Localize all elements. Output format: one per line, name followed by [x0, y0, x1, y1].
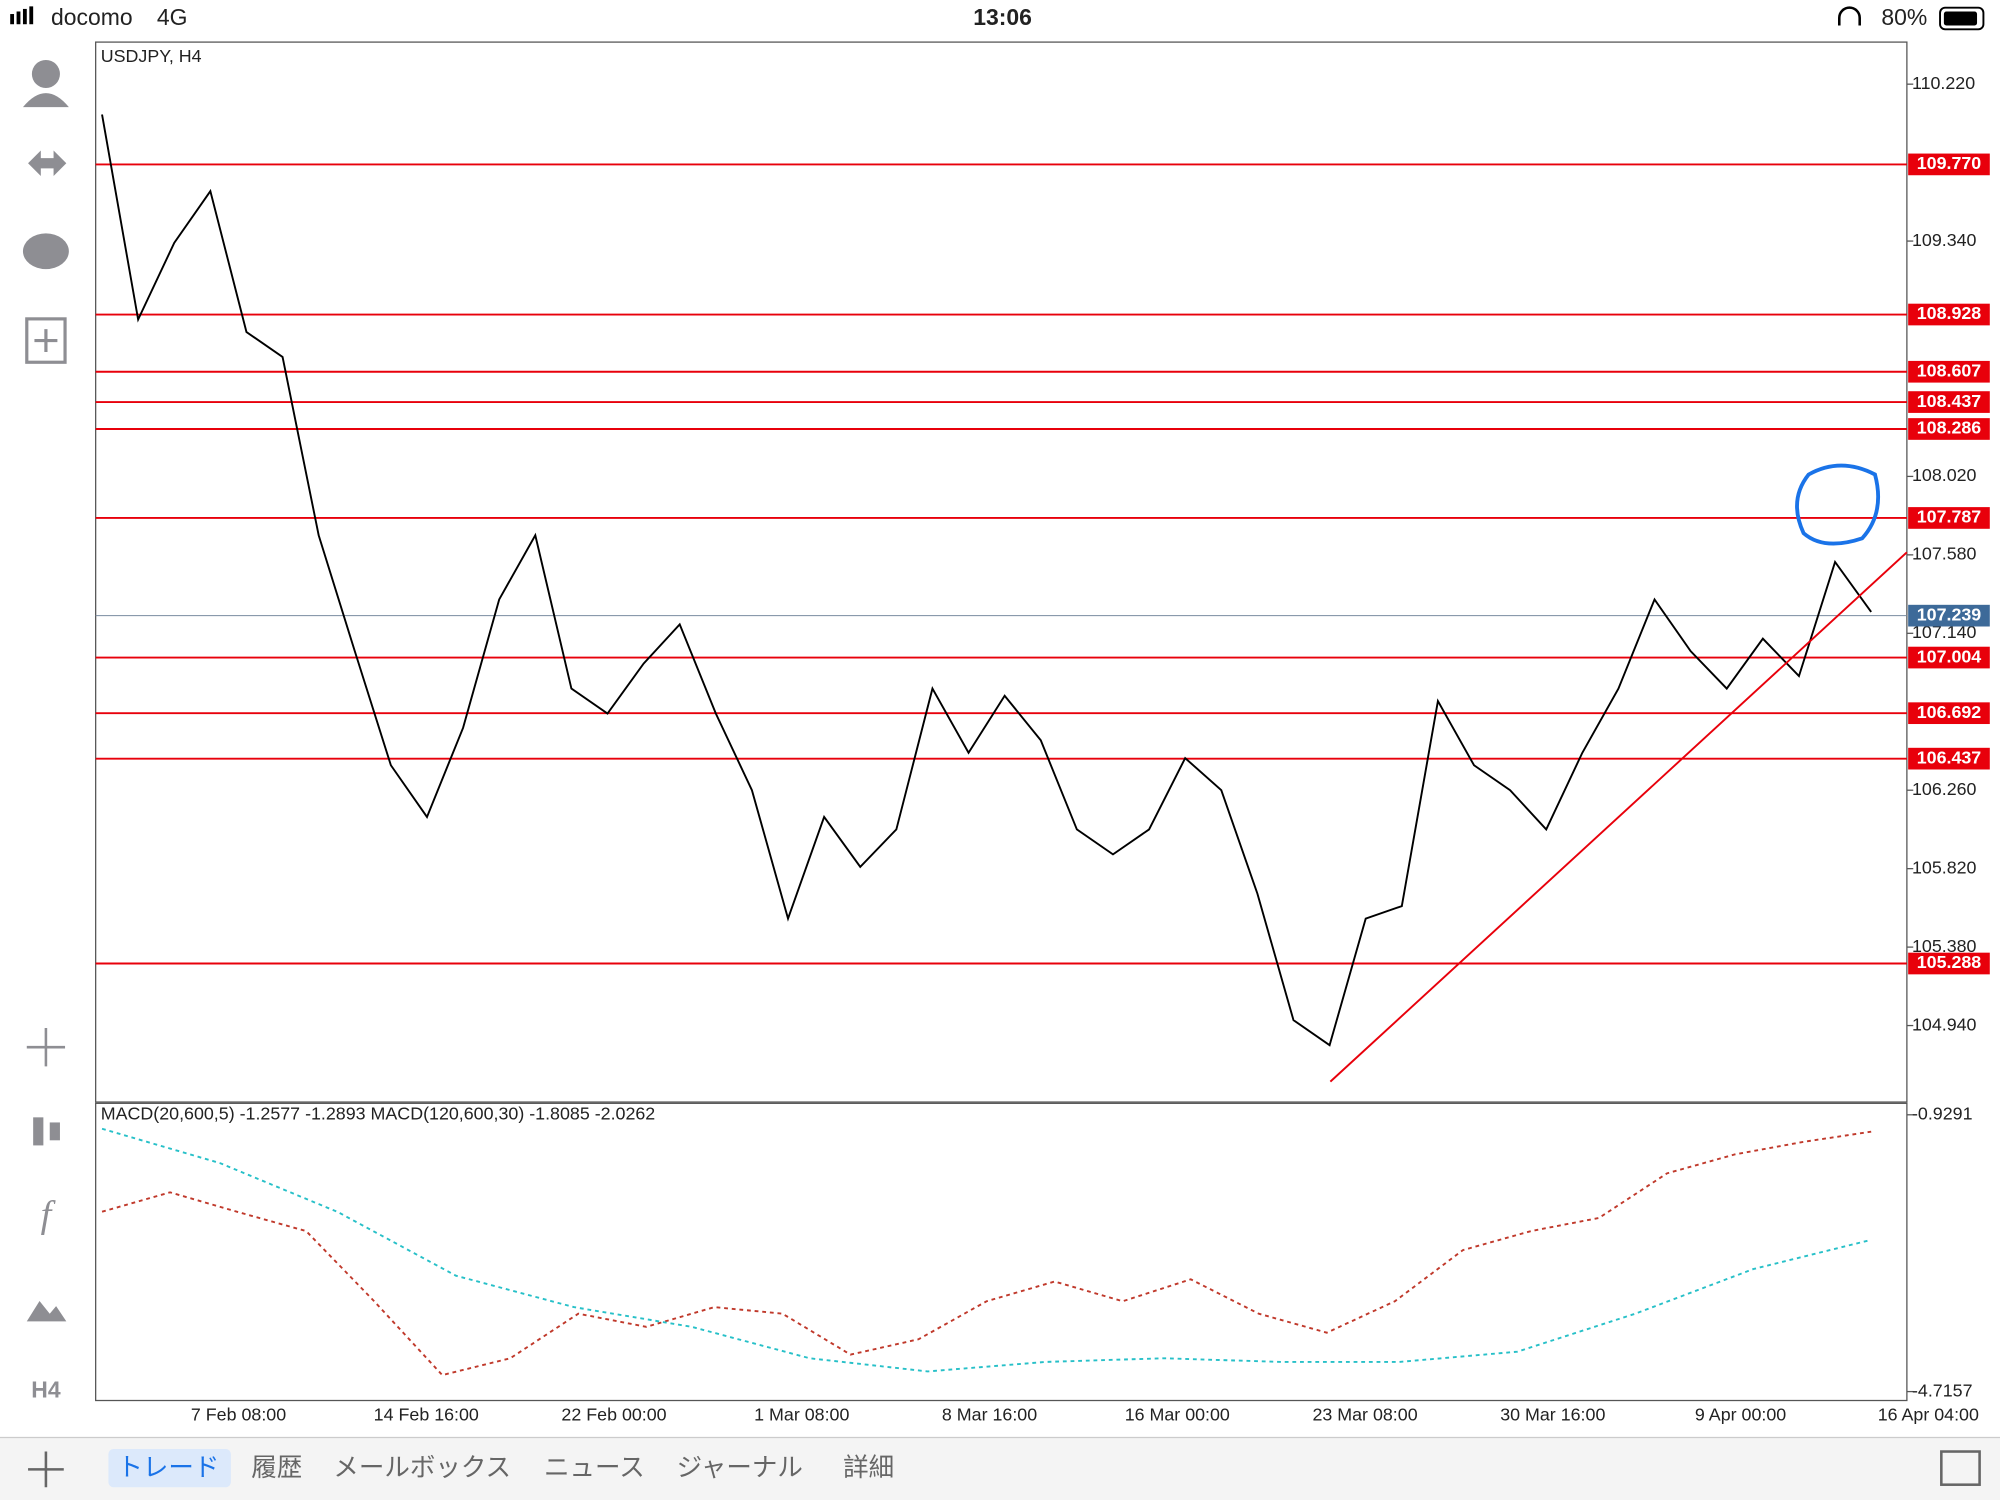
- price-level-box: [1908, 360, 1990, 383]
- battery-level: 80%: [1881, 4, 1927, 30]
- price-level-label: 107.787: [1917, 507, 1982, 527]
- account-icon[interactable]: [31, 59, 60, 89]
- x-tick-label: 14 Feb 16:00: [374, 1405, 479, 1425]
- network: 4G: [157, 4, 188, 30]
- price-level-box: [1908, 303, 1990, 326]
- chart-title: USDJPY, H4: [101, 46, 202, 66]
- y-tick-label: 107.580: [1912, 544, 1977, 564]
- price-level-label: 106.437: [1917, 747, 1982, 767]
- x-tick-label: 7 Feb 08:00: [191, 1405, 286, 1425]
- battery-icon: [1939, 6, 1985, 31]
- price-level-label: 108.607: [1917, 360, 1982, 380]
- price-level-box: [1908, 391, 1990, 413]
- signal-bar: [29, 6, 34, 25]
- x-tick-label: 8 Mar 16:00: [942, 1405, 1037, 1425]
- x-tick-label: 16 Mar 00:00: [1125, 1405, 1230, 1425]
- plot-layer: 110.220 109.340 108.020 107.580 107.140 106.2…: [95, 73, 1990, 1425]
- clock: 13:06: [973, 4, 1032, 30]
- price-level-box: [1908, 952, 1990, 975]
- new-order-icon[interactable]: [25, 317, 67, 364]
- trade-icon[interactable]: [28, 150, 67, 177]
- y-tick-label: 110.220: [1912, 73, 1975, 93]
- price-level-box: [1908, 507, 1990, 529]
- chat-icon[interactable]: [22, 233, 69, 270]
- macd-line: [101, 1127, 1872, 1373]
- tab[interactable]: 履歴: [251, 1454, 302, 1482]
- y-tick-label: 105.380: [1912, 936, 1977, 956]
- selected-tab-bg: [108, 1448, 231, 1488]
- price-level-label: 107.004: [1917, 646, 1982, 666]
- y-tick-label: 106.260: [1912, 779, 1977, 799]
- y-tick-label: 105.820: [1912, 857, 1977, 877]
- tab[interactable]: トレード: [117, 1454, 219, 1482]
- tab[interactable]: メールボックス: [333, 1454, 511, 1482]
- price-line: [101, 114, 1872, 1047]
- y-tick-label: 107.140: [1912, 622, 1977, 642]
- price-level-label: 105.288: [1917, 952, 1982, 972]
- account-icon-body: [22, 93, 69, 108]
- x-tick-label: 22 Feb 00:00: [561, 1405, 666, 1425]
- price-level-label: 106.692: [1917, 702, 1982, 722]
- chart-type-icon[interactable]: [33, 1117, 44, 1146]
- objects-icon[interactable]: [26, 1301, 67, 1322]
- add-button[interactable]: [28, 1451, 64, 1488]
- battery-fill: [1943, 11, 1978, 26]
- macd-title: MACD(20,600,5) -1.2577 -1.2893 MACD(120,…: [101, 1104, 656, 1124]
- signal-bar: [16, 11, 21, 25]
- x-tick-label: 23 Mar 08:00: [1312, 1405, 1417, 1425]
- signal-bar: [22, 8, 27, 25]
- x-tick-label: 1 Mar 08:00: [754, 1405, 849, 1425]
- trend-line: [1329, 551, 1908, 1083]
- macd-line: [101, 1130, 1872, 1377]
- price-level-box: [1908, 646, 1990, 669]
- left-toolbar: f H4: [22, 59, 69, 1403]
- price-level-label: 109.770: [1917, 153, 1982, 173]
- tab[interactable]: 詳細: [843, 1454, 894, 1482]
- crosshair-icon[interactable]: [26, 1028, 66, 1067]
- current-price-label: 107.239: [1917, 604, 1982, 624]
- x-tick-label: 30 Mar 16:00: [1500, 1405, 1605, 1425]
- timeframe-button[interactable]: H4: [31, 1377, 61, 1403]
- carrier: docomo: [51, 4, 133, 30]
- x-tick-label: 9 Apr 00:00: [1695, 1405, 1786, 1425]
- layout-button[interactable]: [1940, 1450, 1981, 1486]
- y-tick-label: 108.020: [1912, 465, 1977, 485]
- price-level-box: [1908, 747, 1990, 770]
- macd-panel-frame: [95, 1102, 1908, 1402]
- tab[interactable]: ジャーナル: [677, 1454, 803, 1482]
- x-tick-label: 16 Apr 04:00: [1878, 1405, 1979, 1425]
- hand-drawn-circle: [1795, 463, 1881, 546]
- price-level-label: 108.286: [1917, 418, 1982, 438]
- price-level-label: 108.437: [1917, 391, 1982, 411]
- price-level-label: 108.928: [1917, 303, 1982, 323]
- y-tick-label: 104.940: [1912, 1014, 1977, 1034]
- price-level-box: [1908, 153, 1990, 176]
- y-tick-label: -0.9291: [1912, 1104, 1973, 1124]
- status-bar: docomo 4G 13:06 80%: [10, 4, 1985, 31]
- chart-type-icon-2: [49, 1122, 60, 1141]
- price-panel-frame: [95, 41, 1908, 1103]
- new-order-plus: [34, 329, 58, 353]
- y-tick-label: -4.7157: [1912, 1380, 1973, 1400]
- price-level-box: [1908, 702, 1990, 725]
- tab[interactable]: ニュース: [544, 1454, 645, 1482]
- price-level-box: [1908, 418, 1990, 440]
- tabs: トレード 履歴 メールボックス ニュース ジャーナル 詳細: [117, 1454, 894, 1482]
- y-tick-label: 109.340: [1912, 230, 1977, 250]
- signal-bar: [10, 14, 15, 25]
- headphones-icon: [1838, 6, 1861, 26]
- current-price-box: [1908, 604, 1990, 627]
- tab-bar: [0, 1437, 2000, 1500]
